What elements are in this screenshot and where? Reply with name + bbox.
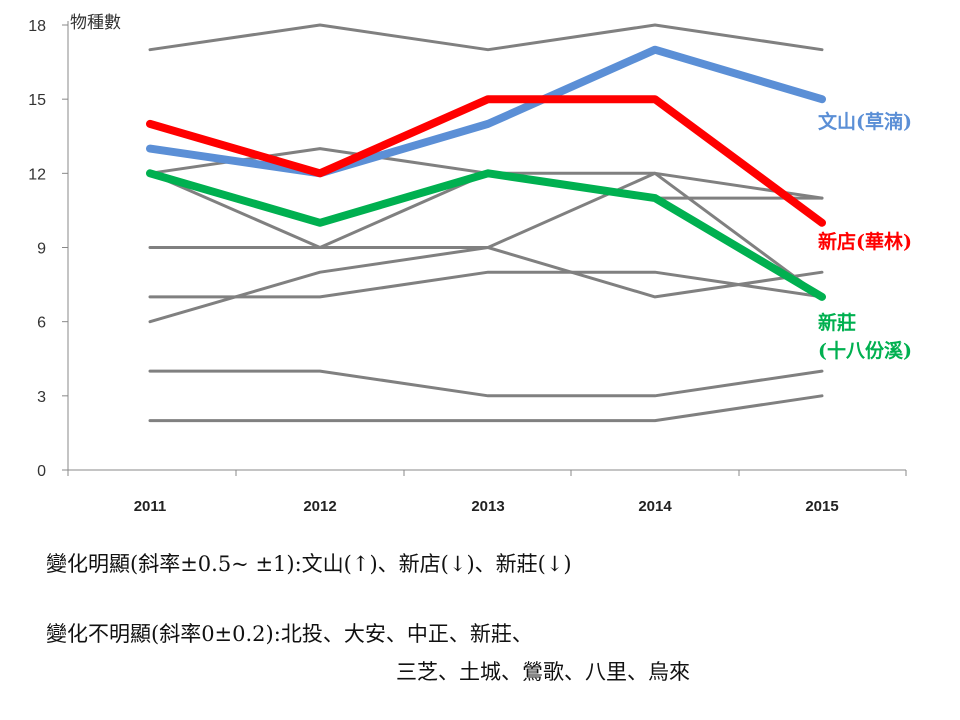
note-significant-change: 變化明顯(斜率±0.5~ ±1):文山(↑)、新店(↓)、新莊(↓) bbox=[46, 552, 572, 576]
note-insignificant-change: 變化不明顯(斜率0±0.2):北投、大安、中正、新莊、 bbox=[46, 622, 533, 646]
series-line bbox=[148, 246, 824, 324]
series-name-label: 文山(草湳) bbox=[818, 110, 912, 133]
series-name-label: 新店(華林) bbox=[818, 230, 912, 253]
chart-labels: 文山(草湳) 新店(華林) 新莊(十八份溪) bbox=[818, 110, 912, 362]
highlight-series-line bbox=[146, 169, 826, 301]
x-tick-label: 2013 bbox=[471, 498, 504, 515]
highlight-series-line bbox=[146, 95, 826, 227]
x-tick-label: 2015 bbox=[805, 498, 838, 515]
x-tick-label: 2014 bbox=[638, 498, 672, 515]
x-tick-label: 2011 bbox=[134, 498, 167, 515]
y-tick-label: 12 bbox=[28, 166, 46, 183]
series-line bbox=[148, 394, 824, 423]
y-tick-label: 3 bbox=[37, 389, 46, 406]
y-tick-label: 0 bbox=[37, 463, 46, 480]
y-tick-label: 9 bbox=[37, 241, 46, 258]
series-line bbox=[148, 270, 824, 299]
series-line bbox=[148, 23, 824, 52]
x-tick-label: 2012 bbox=[303, 498, 336, 515]
line-chart: 0 3 6 9 12 15 18 2011 2012 2013 2014 2015 物種數 文山(草湳)… bbox=[28, 13, 912, 515]
series-line bbox=[148, 369, 824, 398]
series-name-label: 新莊(十八份溪) bbox=[818, 311, 912, 362]
chart-series bbox=[146, 23, 826, 423]
chart-axes: 0 3 6 9 12 15 18 2011 2012 2013 2014 2015 物種數 bbox=[28, 13, 907, 515]
y-tick-label: 18 bbox=[28, 18, 46, 35]
note-insignificant-change-cont: 三芝、土城、鶯歌、八里、烏來 bbox=[396, 660, 690, 684]
y-tick-label: 6 bbox=[37, 315, 46, 332]
y-axis-label: 物種數 bbox=[70, 13, 121, 33]
y-tick-label: 15 bbox=[28, 92, 46, 109]
highlight-series-line bbox=[146, 45, 826, 178]
